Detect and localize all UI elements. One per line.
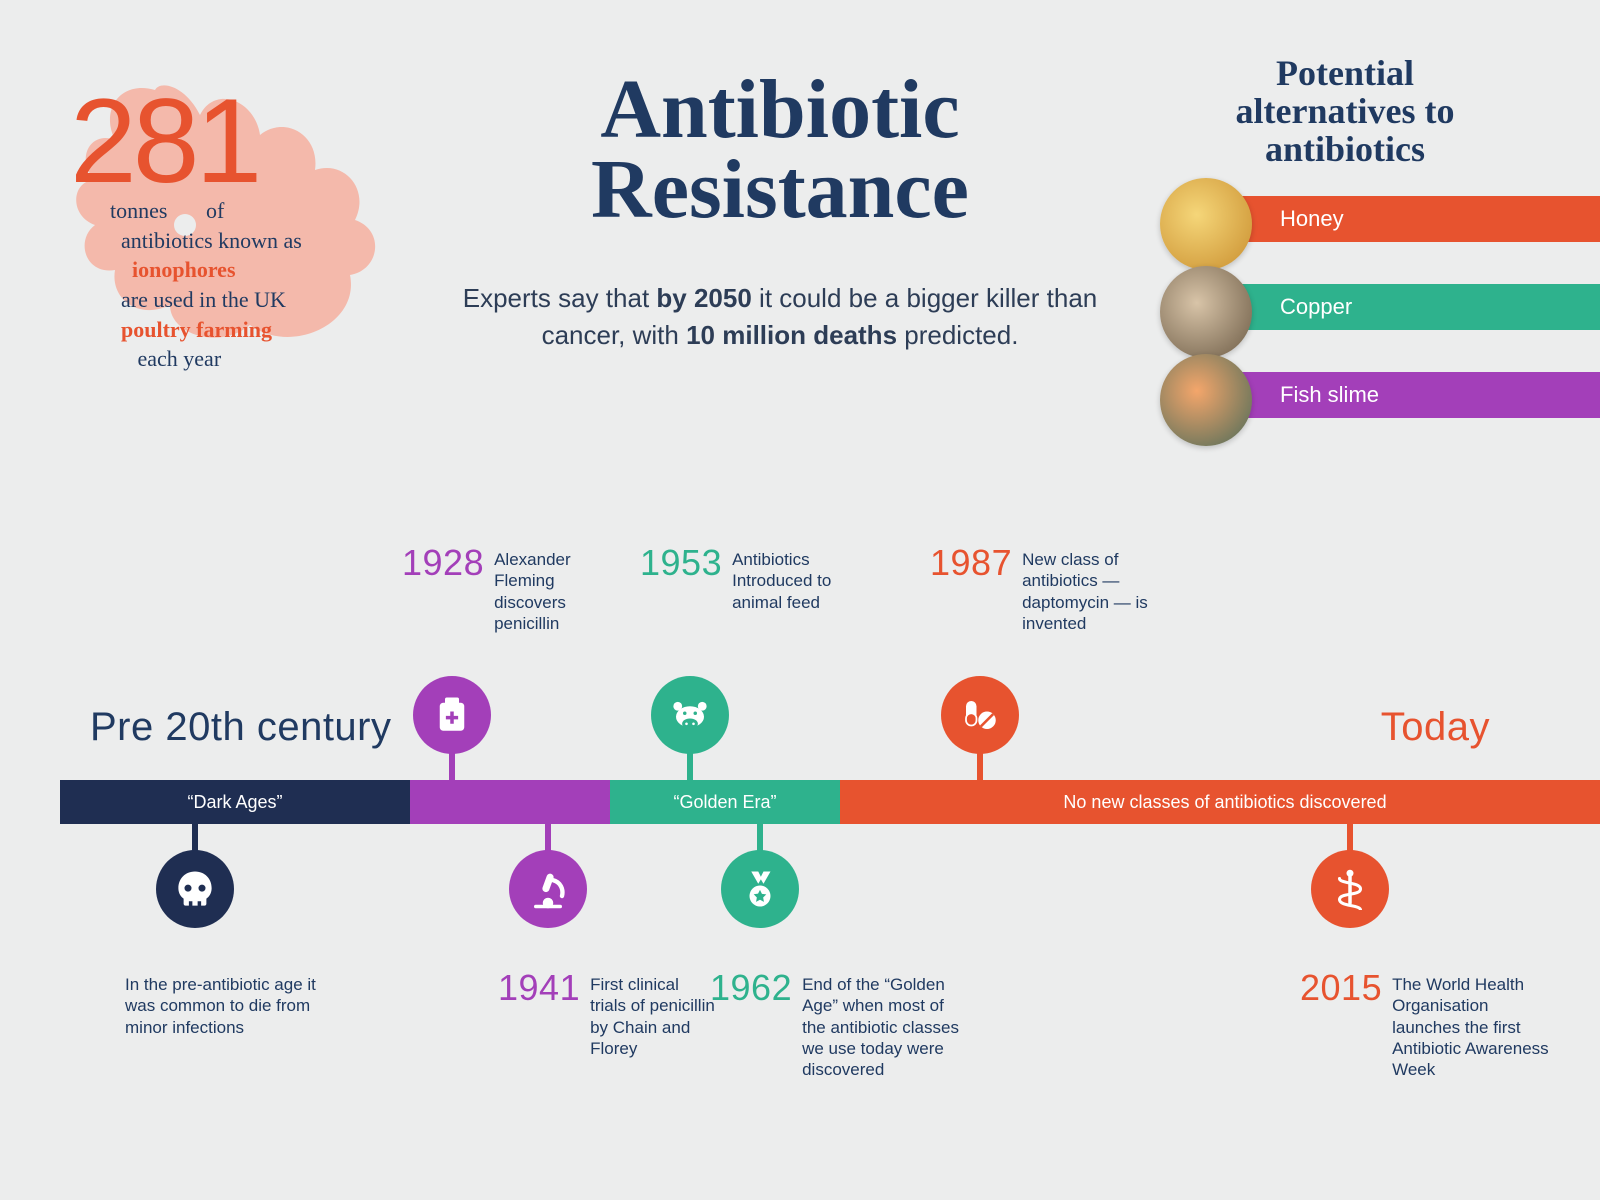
timeline-year: 1987 (930, 545, 1012, 634)
segment-label: No new classes of antibiotics discovered (1063, 792, 1386, 813)
timeline-text: Antibiotics Introduced to animal feed (732, 545, 860, 613)
timeline-text: First clinical trials of penicillin by C… (590, 970, 718, 1059)
page-title: AntibioticResistance (460, 70, 1100, 230)
timeline-bar: “Dark Ages” “Golden Era” No new classes of… (60, 780, 1600, 824)
timeline: Pre 20th century Today “Dark Ages” “Golde… (0, 490, 1600, 1170)
timeline-segment: “Dark Ages” (60, 780, 410, 824)
alternative-row: Honey (1150, 188, 1600, 262)
segment-label: “Dark Ages” (187, 792, 282, 813)
timeline-node (509, 850, 587, 928)
timeline-entry: 1953Antibiotics Introduced to animal fee… (640, 545, 860, 613)
timeline-node (1311, 850, 1389, 928)
timeline-node (651, 676, 729, 754)
alternative-bar: Honey (1210, 196, 1600, 242)
timeline-entry: In the pre-antibiotic age it was common … (125, 970, 335, 1038)
timeline-year: 1953 (640, 545, 722, 613)
era-label-left: Pre 20th century (90, 705, 392, 750)
skull-icon (174, 868, 216, 910)
timeline-node (721, 850, 799, 928)
timeline-segment: “Golden Era” (610, 780, 840, 824)
timeline-text: In the pre-antibiotic age it was common … (125, 970, 335, 1038)
timeline-entry: 1941First clinical trials of penicillin … (498, 970, 718, 1059)
alternative-label: Fish slime (1280, 382, 1379, 408)
alternatives-block: Potential alternatives to antibiotics Ho… (1150, 55, 1600, 452)
alternative-image (1160, 266, 1252, 358)
alternative-image (1160, 178, 1252, 270)
alternative-bar: Fish slime (1210, 372, 1600, 418)
cow-icon (669, 694, 711, 736)
alternative-label: Honey (1280, 206, 1344, 232)
segment-label: “Golden Era” (673, 792, 776, 813)
alternative-row: Fish slime (1150, 364, 1600, 438)
timeline-entry: 1987New class of antibiotics — daptomyci… (930, 545, 1150, 634)
medkit-icon (431, 694, 473, 736)
page-title-block: AntibioticResistance Experts say that by… (460, 70, 1100, 355)
timeline-text: Alexander Fleming discovers penicillin (494, 545, 622, 634)
timeline-year: 1941 (498, 970, 580, 1059)
timeline-year: 1962 (710, 970, 792, 1080)
era-label-right: Today (1381, 705, 1490, 750)
caduceus-icon (1329, 868, 1371, 910)
microscope-icon (527, 868, 569, 910)
pills-icon (959, 694, 1001, 736)
alternatives-heading: Potential alternatives to antibiotics (1150, 55, 1600, 168)
ionophores-stat: 281 tonnes of antibiotics known as ionop… (70, 90, 430, 374)
timeline-entry: 1962End of the “Golden Age” when most of… (710, 970, 960, 1080)
timeline-text: End of the “Golden Age” when most of the… (802, 970, 960, 1080)
timeline-year: 2015 (1300, 970, 1382, 1080)
alternative-bar: Copper (1210, 284, 1600, 330)
timeline-text: New class of antibiotics — daptomycin — … (1022, 545, 1150, 634)
stat-number: 281 (70, 90, 430, 192)
alternative-label: Copper (1280, 294, 1352, 320)
page-subtitle: Experts say that by 2050 it could be a b… (460, 280, 1100, 355)
alternative-image (1160, 354, 1252, 446)
stat-text: tonnes of antibiotics known as ionophore… (110, 196, 430, 374)
timeline-text: The World Health Organisation launches t… (1392, 970, 1550, 1080)
medal-icon (739, 868, 781, 910)
timeline-year: 1928 (402, 545, 484, 634)
timeline-segment: No new classes of antibiotics discovered (840, 780, 1600, 824)
timeline-entry: 2015The World Health Organisation launch… (1300, 970, 1550, 1080)
timeline-node (156, 850, 234, 928)
timeline-segment (410, 780, 610, 824)
timeline-node (941, 676, 1019, 754)
timeline-node (413, 676, 491, 754)
timeline-entry: 1928Alexander Fleming discovers penicill… (402, 545, 622, 634)
alternative-row: Copper (1150, 276, 1600, 350)
